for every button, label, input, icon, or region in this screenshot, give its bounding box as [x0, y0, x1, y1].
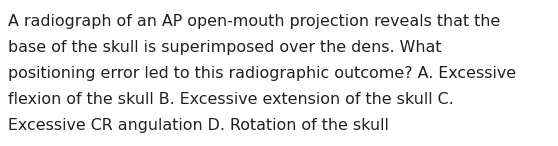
Text: A radiograph of an AP open-mouth projection reveals that the: A radiograph of an AP open-mouth project…	[8, 14, 501, 29]
Text: flexion of the skull B. Excessive extension of the skull C.: flexion of the skull B. Excessive extens…	[8, 92, 454, 107]
Text: base of the skull is superimposed over the dens. What: base of the skull is superimposed over t…	[8, 40, 441, 55]
Text: positioning error led to this radiographic outcome? A. Excessive: positioning error led to this radiograph…	[8, 66, 516, 81]
Text: Excessive CR angulation D. Rotation of the skull: Excessive CR angulation D. Rotation of t…	[8, 118, 389, 133]
